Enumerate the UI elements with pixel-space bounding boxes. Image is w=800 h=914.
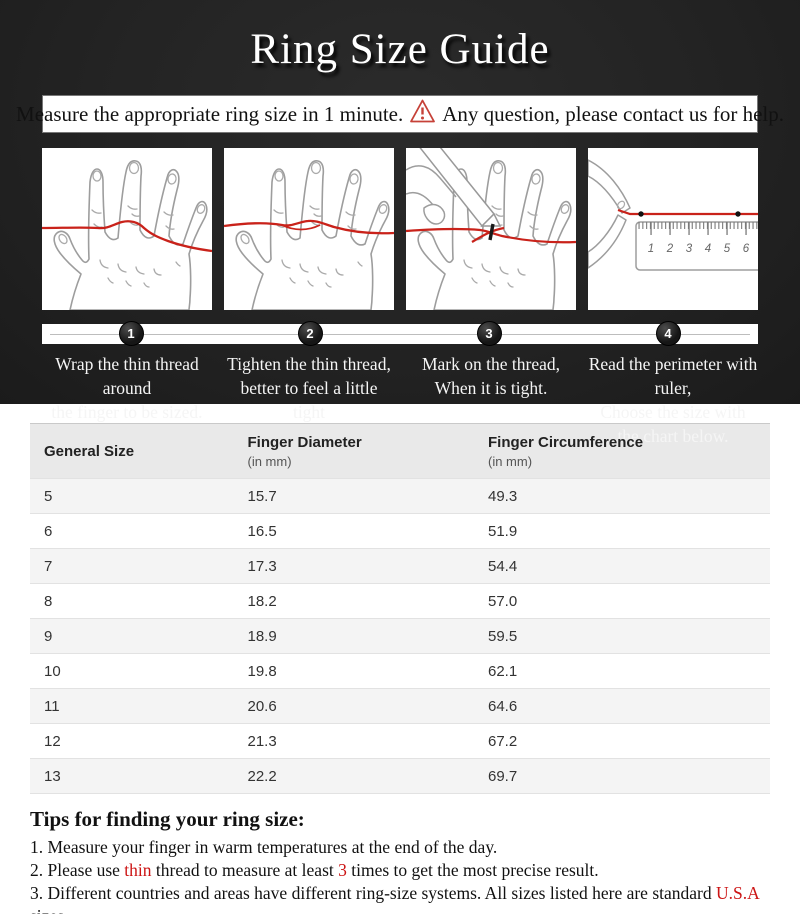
table-row: 12 21.3 67.2	[30, 723, 770, 759]
step4-illustration: 1 2 3 4 5 6 7	[588, 148, 758, 310]
banner-text-before: Measure the appropriate ring size in 1 m…	[16, 101, 404, 126]
hand-thread-wrap-icon	[42, 159, 212, 310]
red-thread	[42, 220, 212, 253]
column-unit: (in mm)	[247, 453, 292, 469]
table-row: 13 22.2 69.7	[30, 758, 770, 794]
diameter-cell: 15.7	[233, 478, 474, 514]
table-header-row: General Size Finger Diameter (in mm) Fin…	[30, 423, 770, 479]
steps-progress-bar: 1 2 3 4	[42, 321, 758, 346]
circumference-cell: 59.5	[474, 618, 770, 654]
table-row: 8 18.2 57.0	[30, 583, 770, 619]
hand-thread-tighten-icon	[224, 159, 394, 310]
size-cell: 8	[30, 583, 234, 619]
page-title: Ring Size Guide	[250, 26, 550, 73]
circumference-cell: 62.1	[474, 653, 770, 689]
step2-illustration	[224, 148, 394, 310]
size-chart-section: General Size Finger Diameter (in mm) Fin…	[0, 404, 800, 794]
table-row: 9 18.9 59.5	[30, 618, 770, 654]
circumference-cell: 64.6	[474, 688, 770, 724]
circumference-cell: 54.4	[474, 548, 770, 584]
tips-section: Tips for finding your ring size: 1. Meas…	[0, 794, 800, 914]
tip-item-1: 1. Measure your finger in warm temperatu…	[30, 837, 498, 857]
table-row: 10 19.8 62.1	[30, 653, 770, 689]
size-cell: 9	[30, 618, 234, 654]
svg-text:4: 4	[705, 243, 711, 255]
step2-caption: Tighten the thin thread, better to feel …	[227, 354, 391, 422]
column-unit: (in mm)	[488, 453, 533, 469]
upper-finger	[588, 159, 631, 214]
column-header-finger-diameter: Finger Diameter (in mm)	[233, 423, 474, 479]
highlighted-word: U.S.A	[716, 883, 759, 903]
circumference-cell: 57.0	[474, 583, 770, 619]
size-cell: 6	[30, 513, 234, 549]
banner-text-after: Any question, please contact us for help…	[442, 101, 784, 126]
diameter-cell: 18.2	[233, 583, 474, 619]
step3-caption: Mark on the thread, When it is tight.	[421, 354, 560, 398]
ruler-measure-icon: 1 2 3 4 5 6 7	[588, 159, 758, 271]
size-chart-table: General Size Finger Diameter (in mm) Fin…	[30, 423, 770, 794]
tip-item-3: 3. Different countries and areas have di…	[30, 883, 759, 914]
column-header-finger-circumference: Finger Circumference (in mm)	[474, 423, 770, 479]
size-cell: 12	[30, 723, 234, 759]
circumference-cell: 67.2	[474, 723, 770, 759]
size-cell: 7	[30, 548, 234, 584]
lower-thumb	[588, 214, 627, 269]
diameter-cell: 16.5	[233, 513, 474, 549]
warning-icon	[409, 98, 436, 130]
hand-thread-mark-icon	[406, 148, 576, 310]
highlighted-word: 3	[338, 860, 347, 880]
table-row: 11 20.6 64.6	[30, 688, 770, 724]
tips-heading: Tips for finding your ring size:	[30, 807, 305, 831]
table-row: 5 15.7 49.3	[30, 478, 770, 514]
step1-illustration	[42, 148, 212, 310]
circumference-cell: 49.3	[474, 478, 770, 514]
step-dot-2: 2	[297, 321, 323, 346]
instruction-banner: Measure the appropriate ring size in 1 m…	[16, 95, 784, 133]
size-cell: 13	[30, 758, 234, 794]
thread-mark	[488, 223, 495, 241]
circumference-cell: 51.9	[474, 513, 770, 549]
red-thread	[617, 208, 758, 216]
diameter-cell: 20.6	[233, 688, 474, 724]
diameter-cell: 18.9	[233, 618, 474, 654]
red-thread	[224, 219, 394, 235]
tip-item-2: 2. Please use thin thread to measure at …	[30, 860, 599, 880]
diameter-cell: 17.3	[233, 548, 474, 584]
svg-text:2: 2	[666, 243, 674, 255]
size-cell: 11	[30, 688, 234, 724]
ruler-numbers: 1 2 3 4 5 6 7	[648, 243, 750, 255]
svg-text:6: 6	[743, 243, 750, 255]
table-row: 7 17.3 54.4	[30, 548, 770, 584]
step-captions: Wrap the thin thread around the finger t…	[42, 352, 758, 448]
diameter-cell: 22.2	[233, 758, 474, 794]
step-dot-1: 1	[118, 321, 144, 346]
table-row: 6 16.5 51.9	[30, 513, 770, 549]
size-cell: 5	[30, 478, 234, 514]
svg-text:3: 3	[686, 243, 693, 255]
column-header-general-size: General Size	[30, 423, 234, 479]
thread-mark-dot	[735, 211, 741, 217]
svg-text:5: 5	[724, 243, 731, 255]
highlighted-word: thin	[124, 860, 152, 880]
step3-illustration	[406, 148, 576, 310]
marker-pen-icon	[406, 148, 502, 241]
diameter-cell: 21.3	[233, 723, 474, 759]
diameter-cell: 19.8	[233, 653, 474, 689]
dark-header-section: Ring Size Guide Measure the appropriate …	[0, 0, 800, 446]
step4-caption: Read the perimeter with ruler, Choose th…	[588, 354, 758, 446]
illustration-panels: 1 2 3 4 5 6 7	[42, 148, 758, 310]
step-dot-4: 4	[655, 321, 681, 346]
ruler	[635, 221, 758, 271]
step1-caption: Wrap the thin thread around the finger t…	[51, 354, 203, 422]
circumference-cell: 69.7	[474, 758, 770, 794]
size-cell: 10	[30, 653, 234, 689]
svg-text:1: 1	[648, 243, 654, 255]
step-dot-3: 3	[476, 321, 502, 346]
thread-mark-dot	[638, 211, 644, 217]
